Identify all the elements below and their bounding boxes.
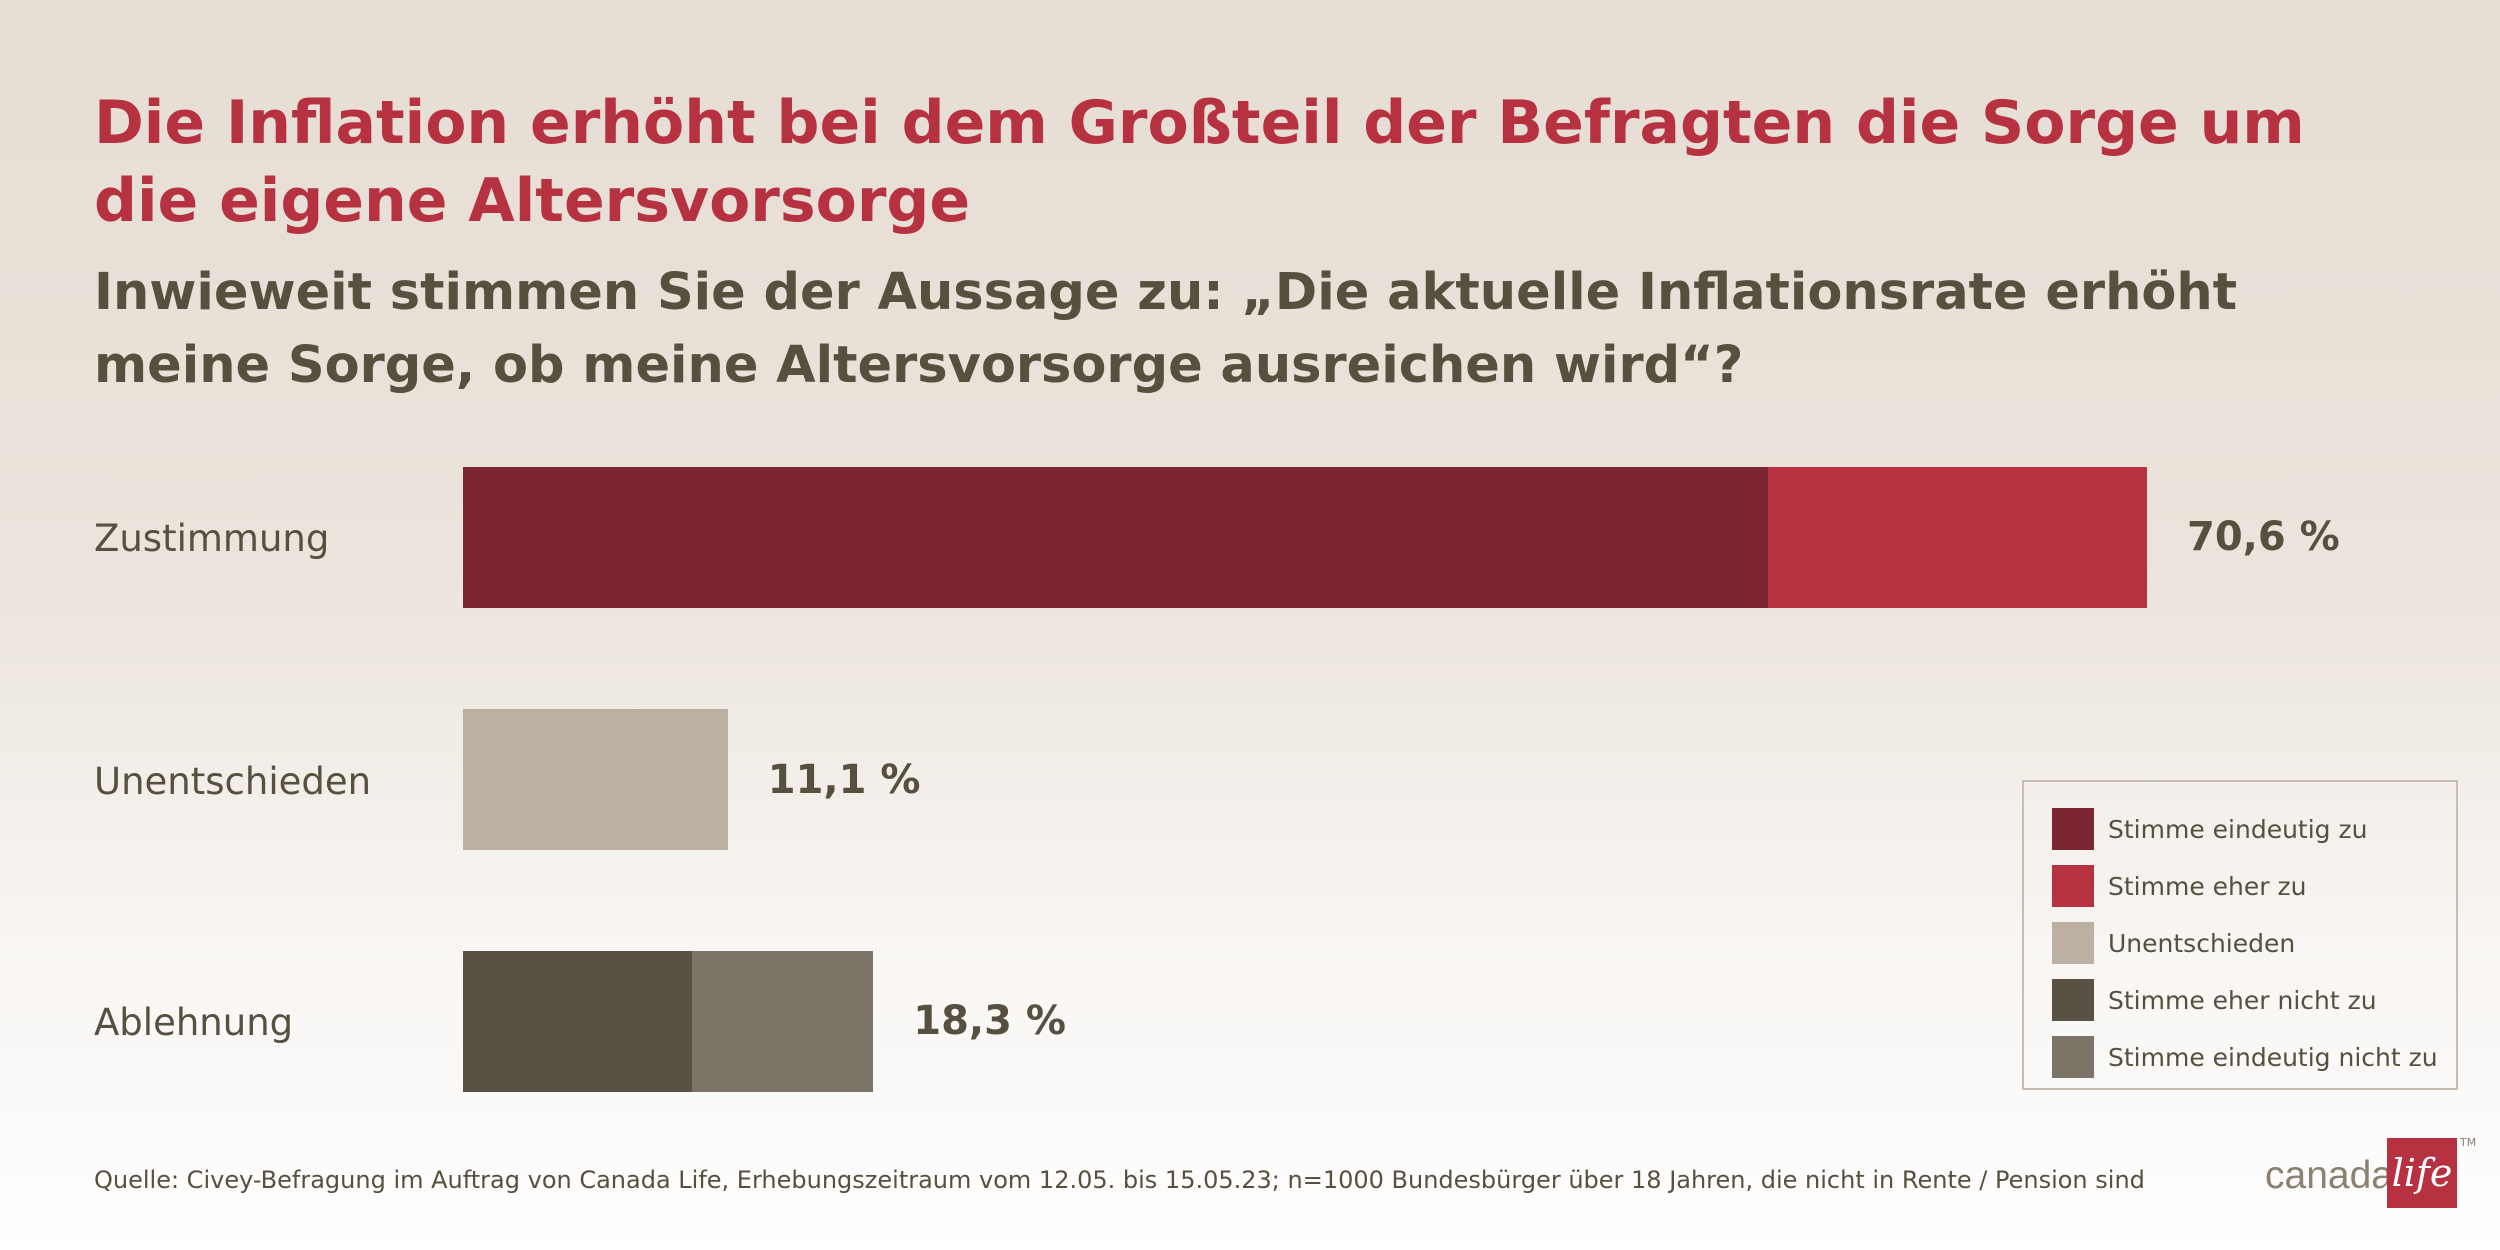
logo-mark: life: [2387, 1138, 2457, 1208]
logo-wordmark: canada: [2265, 1154, 2393, 1197]
legend: Stimme eindeutig zu Stimme eher zu Unent…: [2022, 780, 2458, 1090]
legend-label: Unentschieden: [2108, 928, 2296, 958]
legend-item-stimme-eher-zu: Stimme eher zu: [2052, 865, 2306, 907]
bar-ablehnung-stimme-eher-nicht-zu: [463, 951, 692, 1092]
bar-unentschieden-unentschieden: [463, 709, 728, 850]
legend-item-unentschieden: Unentschieden: [2052, 922, 2295, 964]
bar-zustimmung-stimme-eher-zu: [1767, 467, 2147, 608]
legend-swatch: [2052, 1036, 2094, 1078]
legend-swatch: [2052, 922, 2094, 964]
category-label-unentschieden: Unentschieden: [94, 760, 372, 803]
category-label-ablehnung: Ablehnung: [94, 1001, 294, 1044]
legend-label: Stimme eher zu: [2108, 871, 2307, 901]
canada-life-logo: canada life TM: [2265, 1136, 2476, 1211]
value-label-ablehnung: 18,3 %: [913, 998, 1066, 1044]
legend-label: Stimme eindeutig nicht zu: [2108, 1042, 2438, 1072]
legend-label: Stimme eher nicht zu: [2108, 985, 2377, 1015]
value-label-zustimmung: 70,6 %: [2187, 514, 2340, 560]
chart-subtitle: Inwieweit stimmen Sie der Aussage zu: „D…: [94, 263, 2238, 395]
value-label-unentschieden: 11,1 %: [767, 757, 921, 803]
legend-swatch: [2052, 808, 2094, 850]
legend-swatch: [2052, 865, 2094, 907]
bar-zustimmung-stimme-eindeutig-zu: [463, 467, 1768, 608]
logo-trademark: TM: [2460, 1136, 2477, 1149]
category-label-zustimmung: Zustimmung: [94, 517, 330, 560]
legend-label: Stimme eindeutig zu: [2108, 814, 2368, 844]
legend-item-stimme-eindeutig-zu: Stimme eindeutig zu: [2052, 808, 2367, 850]
legend-item-stimme-eher-nicht-zu: Stimme eher nicht zu: [2052, 979, 2377, 1021]
source-note: Quelle: Civey-Befragung im Auftrag von C…: [94, 1166, 2145, 1194]
bar-ablehnung-stimme-eindeutig-nicht-zu: [691, 951, 874, 1092]
legend-item-stimme-eindeutig-nicht-zu: Stimme eindeutig nicht zu: [2052, 1036, 2438, 1078]
chart-title: Die Inflation erhöht bei dem Großteil de…: [94, 88, 2305, 236]
legend-swatch: [2052, 979, 2094, 1021]
